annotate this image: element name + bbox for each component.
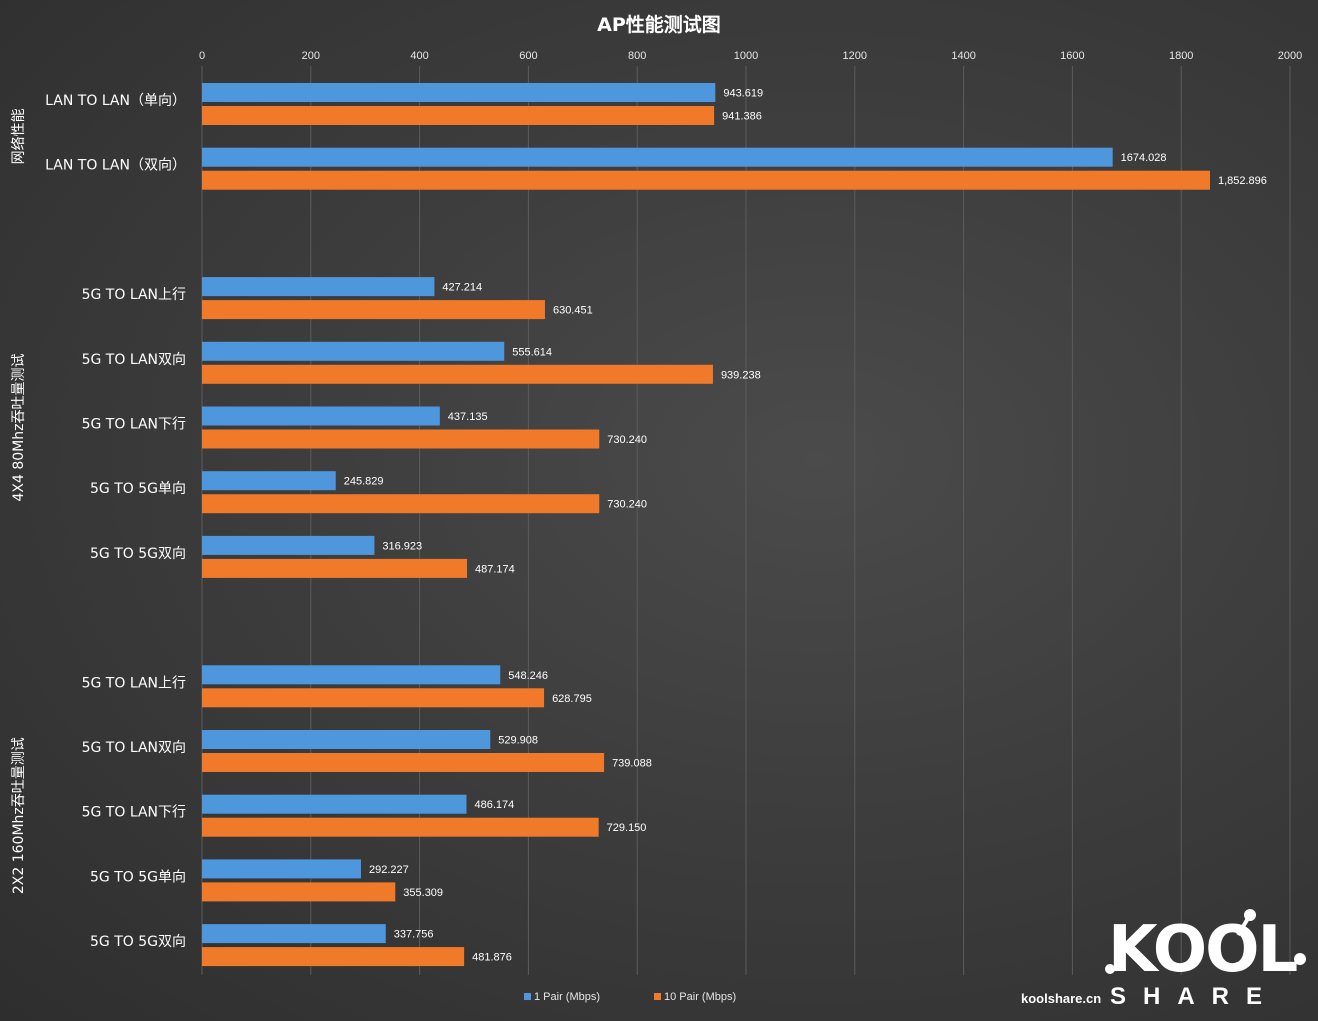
bar-series-2 [202,300,545,320]
data-label: 939.238 [721,369,761,381]
data-label: 316.923 [382,540,422,552]
data-label: 487.174 [475,563,515,575]
watermark-site: koolshare.cn [1021,991,1102,1006]
x-tick-label: 200 [302,50,320,62]
data-label: 730.240 [607,434,647,446]
data-label: 1674.028 [1121,152,1167,164]
data-label: 548.246 [508,670,548,682]
logo-dot-right [1294,953,1306,965]
bar-series-2 [202,106,715,125]
x-tick-label: 400 [410,50,428,62]
bar-series-2 [202,817,599,837]
bar-series-1 [202,406,440,426]
data-label: 437.135 [448,411,488,423]
category-label: LAN TO LAN（单向） [45,93,186,109]
x-tick-label: 1000 [734,50,758,62]
data-label: 730.240 [607,499,647,511]
data-label: 739.088 [612,758,652,770]
bar-series-1 [202,147,1113,167]
category-label: 5G TO LAN下行 [82,417,186,433]
data-label: 729.150 [607,822,647,834]
x-tick-label: 1200 [843,50,867,62]
category-label: 5G TO LAN上行 [82,675,186,691]
category-label: 5G TO 5G单向 [90,869,186,885]
bar-series-1 [202,665,501,685]
data-label: 427.214 [442,282,482,294]
bar-series-2 [202,429,600,449]
data-label: 245.829 [344,476,384,488]
data-label: 555.614 [512,346,552,358]
bar-series-2 [202,558,468,578]
x-tick-label: 1600 [1060,50,1084,62]
logo-text: KOOL [1108,913,1298,987]
category-label: 5G TO LAN双向 [82,352,186,368]
bar-series-2 [202,947,465,967]
legend-label: 1 Pair (Mbps) [534,991,600,1003]
category-label: 5G TO 5G单向 [90,481,186,497]
data-label: 355.309 [403,887,443,899]
bar-series-1 [202,471,336,491]
category-label: 5G TO 5G双向 [90,546,186,562]
bar-series-1 [202,924,386,944]
data-label: 529.908 [498,735,538,747]
data-label: 630.451 [553,305,593,317]
category-label: LAN TO LAN（双向） [45,158,186,174]
bar-series-2 [202,170,1210,190]
bar-series-2 [202,494,600,514]
data-label: 1,852.896 [1218,175,1267,187]
group-label: 2X2 160Mhz吞吐量测试 [11,737,27,894]
legend-swatch [524,993,531,1000]
legend-label: 10 Pair (Mbps) [664,991,736,1003]
data-label: 481.876 [472,952,512,964]
group-label: 网络性能 [11,108,27,164]
x-tick-label: 0 [199,50,205,62]
data-label: 943.619 [723,88,763,100]
x-tick-label: 2000 [1278,50,1302,62]
category-label: 5G TO LAN双向 [82,740,186,756]
data-label: 628.795 [552,693,592,705]
bar-series-2 [202,882,396,902]
group-label: 4X4 80Mhz吞吐量测试 [11,354,27,502]
bar-series-2 [202,364,713,384]
x-tick-label: 1800 [1169,50,1193,62]
bar-series-1 [202,794,467,814]
x-tick-label: 800 [628,50,646,62]
category-label: 5G TO LAN下行 [82,805,186,821]
bar-series-1 [202,859,361,879]
data-label: 941.386 [722,111,762,123]
bar-series-1 [202,83,716,102]
data-label: 337.756 [394,929,434,941]
bar-series-1 [202,277,435,297]
category-label: 5G TO 5G双向 [90,934,186,950]
logo-link [1236,913,1252,937]
logo-dot-left [1105,964,1115,974]
chart-title: AP性能测试图 [597,13,721,36]
kool-logo: KOOL [1105,909,1306,987]
bar-series-1 [202,341,505,361]
x-tick-label: 1400 [951,50,975,62]
x-tick-label: 600 [519,50,537,62]
legend-swatch [654,993,661,1000]
bar-series-2 [202,753,605,772]
data-label: 486.174 [474,799,514,811]
bar-series-1 [202,535,375,555]
data-label: 292.227 [369,864,409,876]
category-label: 5G TO LAN上行 [82,287,186,303]
bar-series-1 [202,730,491,749]
bar-series-2 [202,688,545,708]
logo-share-text: SHARE [1110,983,1280,1010]
